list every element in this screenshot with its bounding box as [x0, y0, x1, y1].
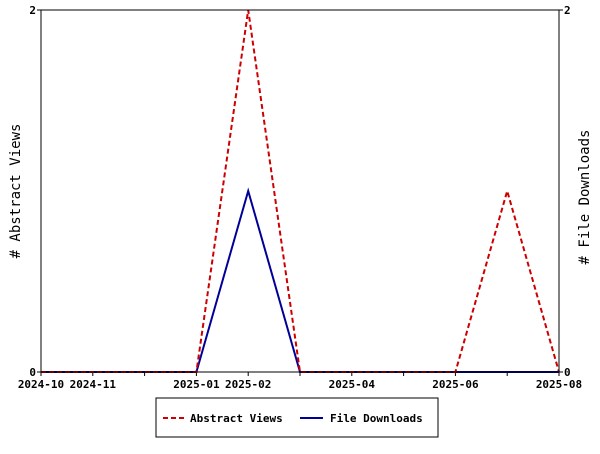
y-tick-label: 0 [29, 366, 36, 379]
legend-label-file-downloads: File Downloads [330, 412, 423, 425]
y2-tick-label: 2 [564, 4, 571, 17]
x-tick-label: 2024-10 [18, 378, 64, 391]
y2-axis-title: # File Downloads [577, 130, 593, 265]
plot-frame [40, 9, 560, 373]
x-tick-label: 2025-04 [329, 378, 376, 391]
y-axis-title: # Abstract Views [8, 124, 24, 259]
x-tick-label: 2024-11 [70, 378, 117, 391]
x-tick-label: 2025-01 [173, 378, 220, 391]
legend: Abstract Views File Downloads [155, 397, 439, 438]
y2-tick-label: 0 [564, 366, 571, 379]
series-line-abstract-views [41, 9, 560, 373]
y-tick-label: 2 [29, 4, 36, 17]
legend-box [155, 397, 439, 438]
x-tick-label: 2025-02 [225, 378, 271, 391]
x-tick-label: 2025-06 [432, 378, 479, 391]
legend-label-abstract-views: Abstract Views [190, 412, 283, 425]
x-tick-label: 2025-08 [536, 378, 582, 391]
